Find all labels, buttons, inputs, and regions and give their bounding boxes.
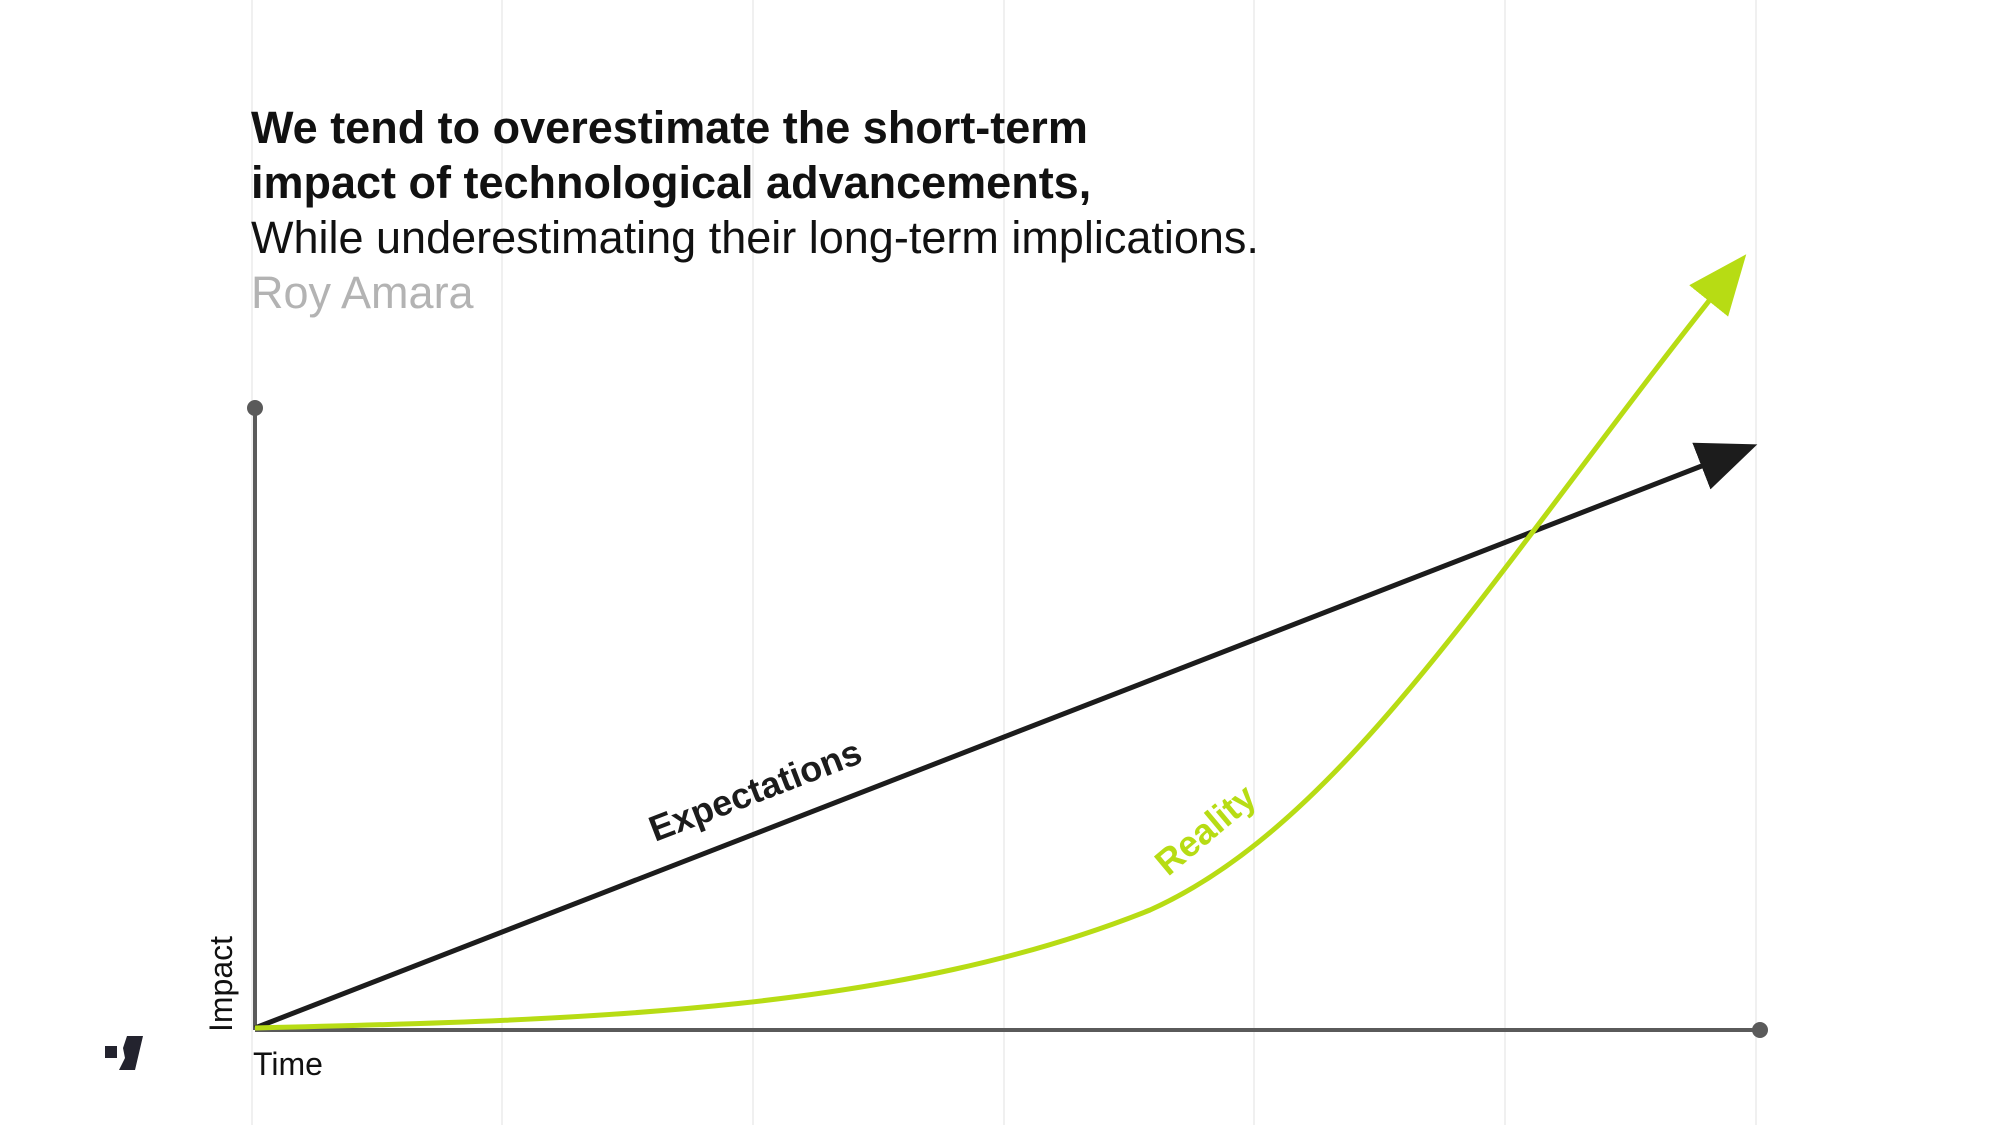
quote-block: We tend to overestimate the short-term i… <box>251 100 1551 320</box>
y-axis-end-dot <box>247 400 263 416</box>
quote-author: Roy Amara <box>251 267 474 318</box>
gridline <box>1003 0 1005 1125</box>
reality-curve <box>254 254 1747 1031</box>
gridline <box>501 0 503 1125</box>
x-axis-label: Time <box>253 1046 323 1082</box>
gridline <box>752 0 754 1125</box>
gridline <box>1755 0 1757 1125</box>
quote-line-3: While underestimating their long-term im… <box>251 212 1259 263</box>
x-axis-end-dot <box>1752 1022 1768 1038</box>
quote-line-1: We tend to overestimate the short-term <box>251 102 1088 153</box>
y-axis-label: Impact <box>203 936 239 1032</box>
quote-line-2: impact of technological advancements, <box>251 157 1092 208</box>
gridline <box>251 0 253 1125</box>
gridline <box>1253 0 1255 1125</box>
reality-label: Reality <box>1147 776 1264 883</box>
brand-logo-icon <box>105 1036 143 1070</box>
gridline <box>1504 0 1506 1125</box>
expectations-line <box>254 442 1758 1031</box>
